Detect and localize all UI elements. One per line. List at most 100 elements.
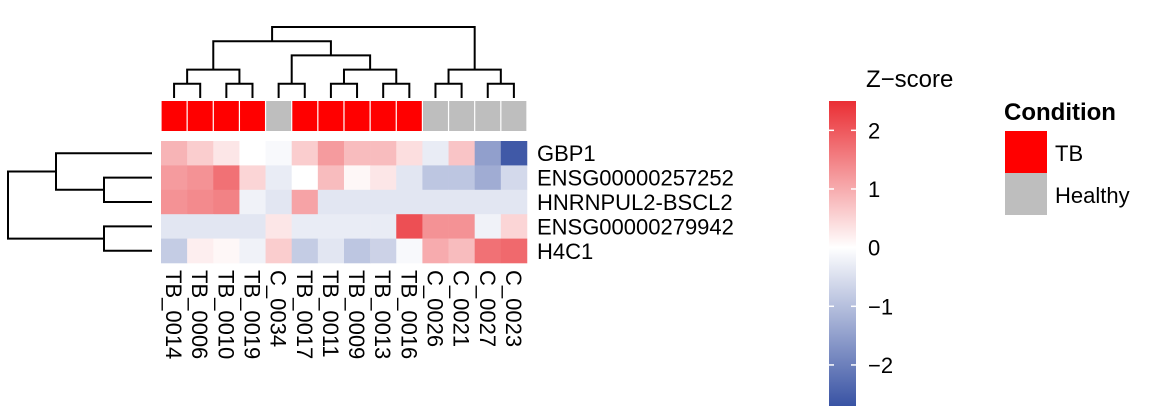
colorbar-legend: Z−score 2 1 0 −1 −2 [829,66,953,406]
heatmap-cell-ensg00000257252-c-0027 [474,165,502,191]
row-label-h4c1: H4C1 [537,239,593,264]
heatmap-cell-ensg00000257252-c-0023 [500,165,528,191]
heatmap-cell-gbp1-tb-0009 [343,141,371,166]
heatmap-cell-h4c1-c-0027 [474,238,502,264]
heatmap-cell-ensg00000257252-tb-0009 [343,165,371,191]
row-label-hnrnpul2-bscl2: HNRNPUL2-BSCL2 [537,190,733,215]
annotation-cell-tb-0016 [396,101,422,131]
heatmap-cell-ensg00000257252-tb-0010 [213,165,240,191]
colorbar-tick-label: −1 [868,294,893,319]
legend-swatch-tb [1005,131,1047,173]
column-label-tb-0011: TB_0011 [318,270,343,358]
heatmap-cell-ensg00000257252-c-0021 [448,165,475,191]
heatmap-cell-h4c1-tb-0011 [317,238,345,264]
heatmap-cell-hnrnpul2-bscl2-tb-0009 [343,189,371,215]
annotation-cell-tb-0017 [292,101,318,131]
heatmap-cell-hnrnpul2-bscl2-tb-0013 [370,189,397,215]
column-label-tb-0010: TB_0010 [213,270,238,359]
heatmap-cell-ensg00000279942-tb-0011 [317,214,345,239]
heatmap-cell-gbp1-tb-0016 [396,141,423,166]
column-labels: TB_0014 TB_0006 TB_0010 TB_0019 C_0034 TB_001… [161,270,526,359]
heatmap-cell-gbp1-tb-0006 [187,141,214,166]
column-label-tb-0017: TB_0017 [292,270,317,359]
heatmap-cell-hnrnpul2-bscl2-c-0026 [422,189,449,215]
heatmap-cell-hnrnpul2-bscl2-tb-0016 [396,189,423,215]
annotation-cell-tb-0009 [344,101,370,131]
heatmap-cell-ensg00000279942-c-0026 [422,214,449,239]
heatmap-cell-h4c1-tb-0009 [343,238,371,264]
legend-label-tb: TB [1055,141,1083,166]
heatmap-cell-h4c1-tb-0010 [213,238,240,264]
heatmap-cell-gbp1-tb-0017 [291,141,319,166]
heatmap-cell-h4c1-c-0023 [500,238,528,264]
heatmap-cell-ensg00000257252-tb-0019 [239,165,266,191]
heatmap-cell-gbp1-tb-0011 [317,141,345,166]
heatmap-cell-gbp1-tb-0010 [213,141,240,166]
column-dendrogram-lines [173,26,515,98]
heatmap-cell-h4c1-tb-0013 [370,238,397,264]
annotation-cell-c-0021 [449,101,475,131]
heatmap-cell-h4c1-c-0021 [448,238,475,264]
column-label-c-0026: C_0026 [422,270,447,347]
heatmap-cell-ensg00000257252-tb-0016 [396,165,423,191]
heatmap-cell-hnrnpul2-bscl2-c-0023 [500,189,528,215]
column-label-c-0023: C_0023 [501,270,526,347]
column-label-tb-0019: TB_0019 [239,270,264,359]
colorbar-tick-label: 0 [868,236,880,261]
heatmap-cell-h4c1-c-0026 [422,238,449,264]
column-label-tb-0016: TB_0016 [396,270,421,359]
heatmap-cell-gbp1-tb-0019 [239,141,266,166]
heatmap-cell-gbp1-c-0023 [500,141,528,166]
heatmap-cell-hnrnpul2-bscl2-c-0034 [265,189,292,215]
annotation-cell-c-0027 [475,101,501,131]
heatmap-cell-ensg00000279942-c-0034 [265,214,292,239]
heatmap-cell-gbp1-tb-0013 [370,141,397,166]
heatmap-cell-ensg00000279942-tb-0013 [370,214,397,239]
heatmap-cell-gbp1-tb-0014 [161,141,188,166]
annotation-cell-tb-0011 [318,101,344,131]
row-dendrogram-lines [7,152,152,252]
heatmap-cell-ensg00000257252-tb-0014 [161,165,188,191]
heatmap-cell-hnrnpul2-bscl2-c-0027 [474,189,502,215]
heatmap-cell-hnrnpul2-bscl2-tb-0006 [187,189,214,215]
heatmap-cell-gbp1-c-0034 [265,141,292,166]
heatmap-cell-ensg00000279942-tb-0006 [187,214,214,239]
heatmap-cell-gbp1-c-0026 [422,141,449,166]
heatmap-cell-gbp1-c-0027 [474,141,502,166]
heatmap-cell-hnrnpul2-bscl2-tb-0010 [213,189,240,215]
heatmap-cell-ensg00000257252-tb-0006 [187,165,214,191]
heatmap-cell-h4c1-tb-0016 [396,238,423,264]
column-label-c-0034: C_0034 [266,270,291,347]
annotation-cell-tb-0010 [213,101,239,131]
annotation-cell-tb-0006 [187,101,213,131]
row-label-ensg00000257252: ENSG00000257252 [537,166,734,191]
heatmap-cell-ensg00000257252-tb-0011 [317,165,345,191]
row-label-ensg00000279942: ENSG00000279942 [537,214,734,239]
heatmap-cell-ensg00000257252-c-0026 [422,165,449,191]
heatmap-cell-h4c1-tb-0014 [161,238,188,264]
row-label-gbp1: GBP1 [537,141,596,166]
heatmap-cell-h4c1-tb-0017 [291,238,319,264]
heatmap-cell-h4c1-tb-0019 [239,238,266,264]
column-dendrogram [173,26,515,98]
colorbar-title: Z−score [866,66,953,93]
heatmap-cell-ensg00000257252-c-0034 [265,165,292,191]
heatmap-cell-hnrnpul2-bscl2-tb-0011 [317,189,345,215]
annotation-cell-c-0023 [501,101,527,131]
heatmap-cell-hnrnpul2-bscl2-tb-0014 [161,189,188,215]
column-label-c-0021: C_0021 [449,270,474,347]
heatmap-cell-ensg00000279942-tb-0019 [239,214,266,239]
condition-legend: Condition TB Healthy [1004,99,1130,215]
heatmap-cell-h4c1-c-0034 [265,238,292,264]
colorbar-tick-label: 1 [868,177,880,202]
heatmap-cell-ensg00000257252-tb-0013 [370,165,397,191]
annotation-cell-c-0034 [266,101,292,131]
heatmap-cell-ensg00000279942-tb-0017 [291,214,319,239]
legend-label-healthy: Healthy [1055,183,1130,208]
heatmap-cell-ensg00000279942-tb-0016 [396,214,423,239]
colorbar-tick-label: −2 [868,353,893,378]
annotation-cell-tb-0013 [370,101,396,131]
column-label-tb-0013: TB_0013 [370,270,395,359]
heatmap-cell-ensg00000279942-tb-0009 [343,214,371,239]
